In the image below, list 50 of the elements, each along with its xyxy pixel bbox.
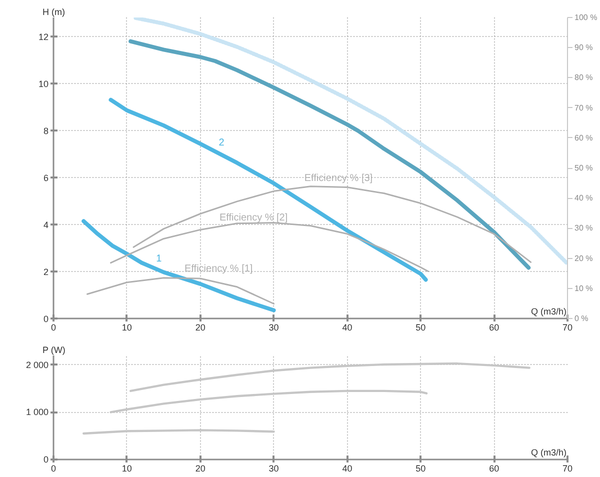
x-tick-label: 20 xyxy=(195,464,206,474)
y2-tick-label: 10 % xyxy=(574,284,593,293)
x-tick-label: 70 xyxy=(562,464,573,474)
y-tick-label: 1 000 xyxy=(26,407,49,418)
y2-tick-label: 50 % xyxy=(574,164,593,172)
series-label: Efficiency % [2] xyxy=(219,212,288,224)
x-tick-label: 30 xyxy=(268,322,279,332)
x-tick-label: 0 xyxy=(50,464,56,474)
y-tick-label: 0 xyxy=(43,314,49,324)
y-tick-label: 12 xyxy=(38,32,49,42)
y2-tick-label: 40 % xyxy=(574,194,593,203)
y2-tick-label: 0 % xyxy=(574,314,588,323)
line-series xyxy=(110,390,428,414)
x-tick-label: 20 xyxy=(195,322,206,332)
y2-tick-label: 90 % xyxy=(574,43,593,52)
y2-tick-label: 70 % xyxy=(574,103,593,112)
series-label: 2 xyxy=(218,138,225,149)
x-tick-label: 30 xyxy=(268,464,279,474)
x-tick-label: 40 xyxy=(342,322,352,332)
y-tick-label: 10 xyxy=(38,78,49,89)
y-tick-label: 6 xyxy=(43,172,49,183)
x-tick-label: 50 xyxy=(416,464,426,474)
x-tick-label: 10 xyxy=(122,322,132,332)
y2-tick-label: 20 % xyxy=(574,254,593,263)
x-tick-label: 40 xyxy=(342,464,352,474)
y-tick-label: 8 xyxy=(43,126,49,136)
x-tick-label: 60 xyxy=(489,464,500,474)
x-axis-title: Q (m3/h) xyxy=(530,448,567,458)
y2-tick-label: 100 % xyxy=(574,13,598,22)
x-tick-label: 70 xyxy=(562,322,573,332)
series-label: Efficiency % [1] xyxy=(184,264,253,275)
y-tick-label: 2 000 xyxy=(26,360,49,370)
y-tick-label: 0 xyxy=(43,454,49,464)
y2-tick-label: 60 % xyxy=(574,133,593,142)
y-tick-label: 2 xyxy=(43,266,49,277)
x-tick-label: 0 xyxy=(50,322,56,332)
line-series xyxy=(134,18,568,266)
x-tick-label: 10 xyxy=(122,464,132,474)
y-axis-title: H (m) xyxy=(42,7,65,17)
x-tick-label: 50 xyxy=(416,322,426,332)
line-series xyxy=(108,98,428,282)
line-series xyxy=(130,362,530,392)
y2-tick-label: 30 % xyxy=(574,224,593,233)
series-label: Efficiency % [3] xyxy=(304,173,373,184)
y-axis-title: P (W) xyxy=(42,345,66,355)
x-tick-label: 60 xyxy=(489,322,500,332)
y2-tick-label: 80 % xyxy=(574,73,593,82)
y-tick-label: 4 xyxy=(43,220,49,230)
series-label: 1 xyxy=(156,254,162,265)
x-axis-title: Q (m3/h) xyxy=(530,306,567,316)
